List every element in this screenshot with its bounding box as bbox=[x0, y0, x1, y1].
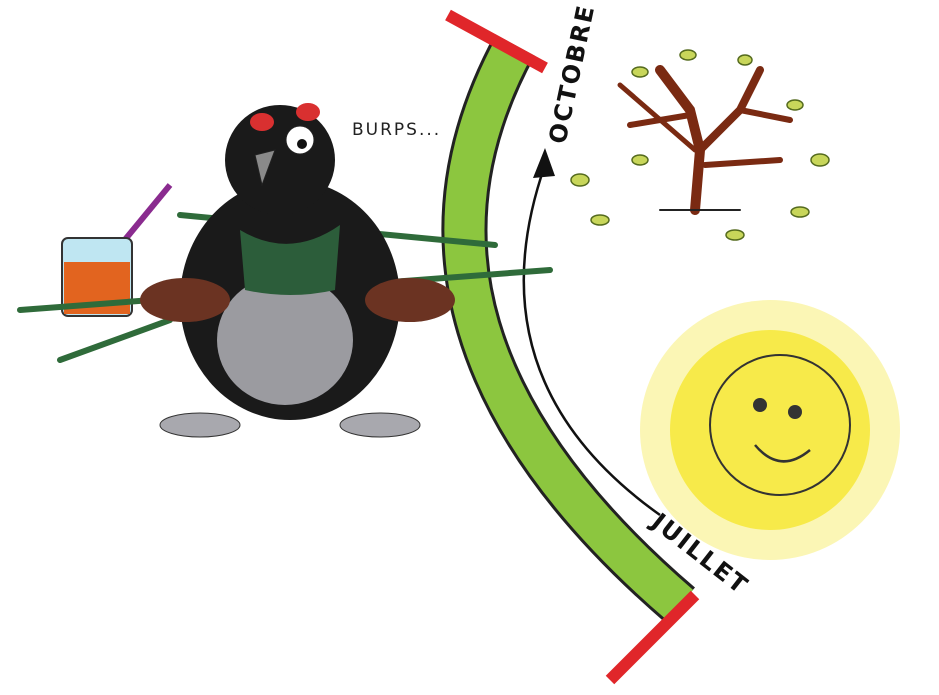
top-month-label: OCTOBRE bbox=[543, 2, 600, 147]
illustration: OCTOBRE JUILLET BURPS... bbox=[0, 0, 939, 695]
burp-text: BURPS... bbox=[352, 120, 441, 140]
autumn-tree bbox=[620, 70, 790, 210]
sun bbox=[640, 300, 900, 560]
bird bbox=[140, 103, 455, 437]
